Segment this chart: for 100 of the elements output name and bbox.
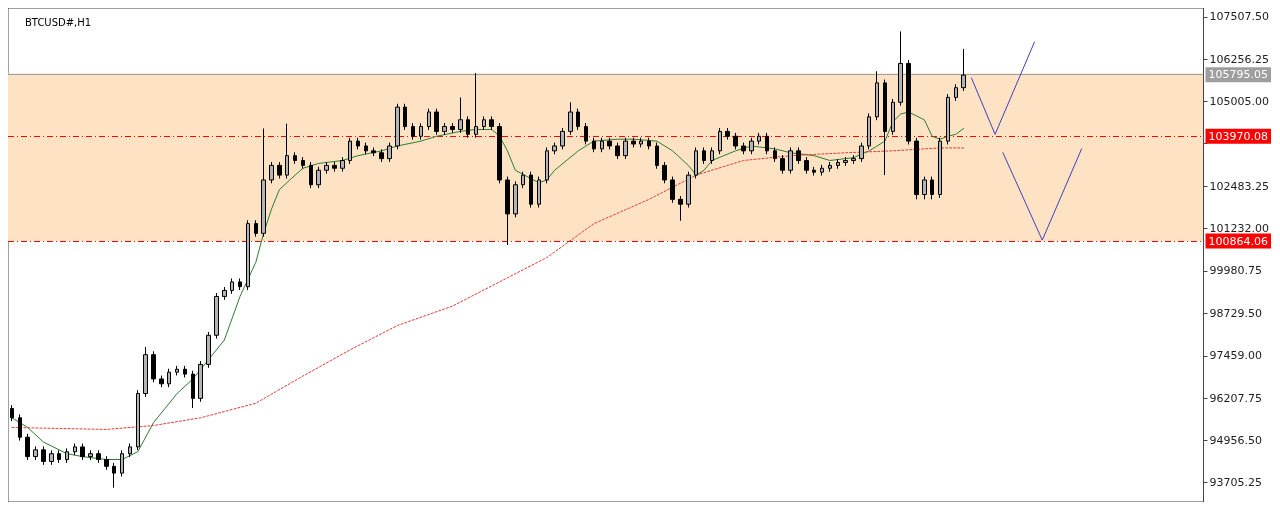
candlestick [466,115,470,139]
candlestick [552,142,557,155]
candlestick [175,365,179,377]
candlestick [316,166,321,189]
candlestick [214,292,219,340]
candlestick [120,449,124,477]
candlestick [324,161,329,175]
candlestick [647,137,651,150]
candlestick [403,103,407,131]
candlestick [592,137,596,153]
candlestick [191,370,195,409]
candlestick [670,176,675,204]
candlestick [65,447,69,464]
candlestick [922,176,927,200]
candlestick [639,137,643,148]
ref-line-label: 100864.06 [1208,234,1269,248]
candlestick [285,123,289,179]
y-tick-label: 101232.00 [1209,222,1270,236]
candlestick [655,142,659,170]
candlestick [733,132,738,150]
candlestick [718,127,722,155]
candlestick [309,161,313,189]
candlestick [662,161,667,184]
candlestick [458,96,463,134]
candlestick [96,449,101,464]
candlestick [427,108,431,131]
candlestick [843,156,848,167]
candlestick [828,161,832,173]
candlestick [796,146,801,165]
candlestick [615,142,620,160]
candlestick [875,70,879,121]
candlestick [206,331,211,369]
y-tick-label: 106256.25 [1209,52,1270,66]
candlestick [379,148,384,163]
candlestick [356,137,360,150]
y-tick-label: 99980.75 [1209,264,1263,278]
text: BTCUSD#,H1 [25,16,92,28]
candlestick [891,98,895,136]
candlestick [482,115,486,131]
candlestick [961,48,966,92]
candlestick [151,350,156,383]
candlestick [513,180,518,218]
candlestick [804,156,809,175]
candlestick [741,142,746,155]
candlestick [836,158,840,170]
candlestick [560,127,565,150]
candlestick [851,154,856,165]
candlestick [371,146,376,157]
candlestick [332,161,337,173]
candlestick [395,103,400,150]
candlestick [938,137,942,199]
y-tick-label: 97459.00 [1209,349,1263,363]
candlestick [73,443,77,456]
line-series [11,111,965,461]
candlestick [765,132,769,155]
candlestick [143,346,148,398]
candlestick [246,219,250,291]
y-tick-label: 102483.25 [1209,179,1270,193]
candlestick [820,164,824,177]
line-series [11,147,965,430]
candlestick [364,142,368,155]
candlestick [725,127,730,141]
candlestick [489,115,494,131]
candlestick [584,122,588,145]
candlestick [88,449,93,461]
candlestick [301,156,305,170]
candlestick [623,137,628,160]
y-tick-label: 105005.00 [1209,94,1270,108]
ref-line-label: 105795.05 [1208,68,1269,82]
candlestick [757,132,761,145]
ref-line-label: 103970.08 [1208,129,1269,143]
candlestick [607,137,612,150]
candlestick [529,171,533,209]
y-tick-label: 107507.50 [1209,10,1270,24]
candlestick [10,404,14,422]
candlestick [387,142,392,163]
candlestick [261,128,266,238]
candlestick [780,154,785,175]
candlestick [57,449,61,464]
candlestick [521,171,525,189]
candlestick [906,59,911,145]
candlestick [946,93,950,145]
candlestick [18,413,22,442]
y-tick-label: 98729.50 [1209,306,1263,320]
candlestick [348,137,352,165]
candlestick [954,83,958,102]
candlestick [230,278,234,295]
candlestick [600,137,604,153]
candlestick [128,443,132,458]
y-tick-label: 96207.75 [1209,391,1263,405]
candlestick [812,166,816,177]
candlestick [434,108,439,136]
candlestick [112,462,116,489]
candlestick [497,122,502,184]
candlestick [930,176,934,200]
candlestick [411,122,415,141]
candlestick [898,30,903,107]
candlestick [41,445,46,466]
candlestick [474,72,478,139]
candlestick [238,278,242,291]
